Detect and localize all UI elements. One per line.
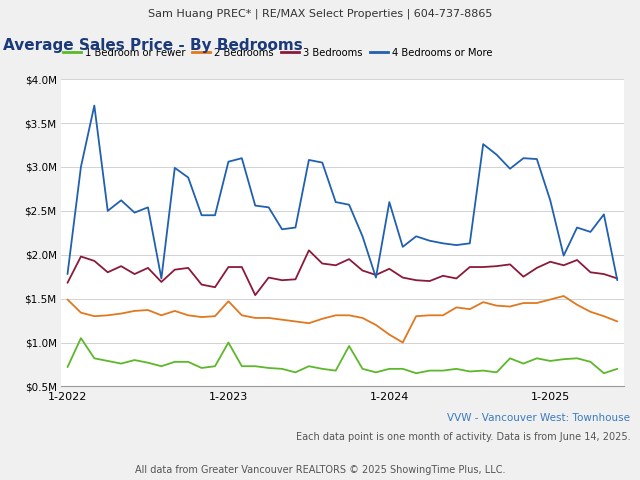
Legend: 1 Bedroom or Fewer, 2 Bedrooms, 3 Bedrooms, 4 Bedrooms or More: 1 Bedroom or Fewer, 2 Bedrooms, 3 Bedroo… [63, 48, 492, 58]
Text: Each data point is one month of activity. Data is from June 14, 2025.: Each data point is one month of activity… [296, 432, 630, 442]
Text: Sam Huang PREC* | RE/MAX Select Properties | 604-737-8865: Sam Huang PREC* | RE/MAX Select Properti… [148, 9, 492, 19]
Text: All data from Greater Vancouver REALTORS © 2025 ShowingTime Plus, LLC.: All data from Greater Vancouver REALTORS… [135, 465, 505, 475]
Text: VVW - Vancouver West: Townhouse: VVW - Vancouver West: Townhouse [447, 413, 630, 423]
Text: Average Sales Price - By Bedrooms: Average Sales Price - By Bedrooms [3, 38, 303, 53]
